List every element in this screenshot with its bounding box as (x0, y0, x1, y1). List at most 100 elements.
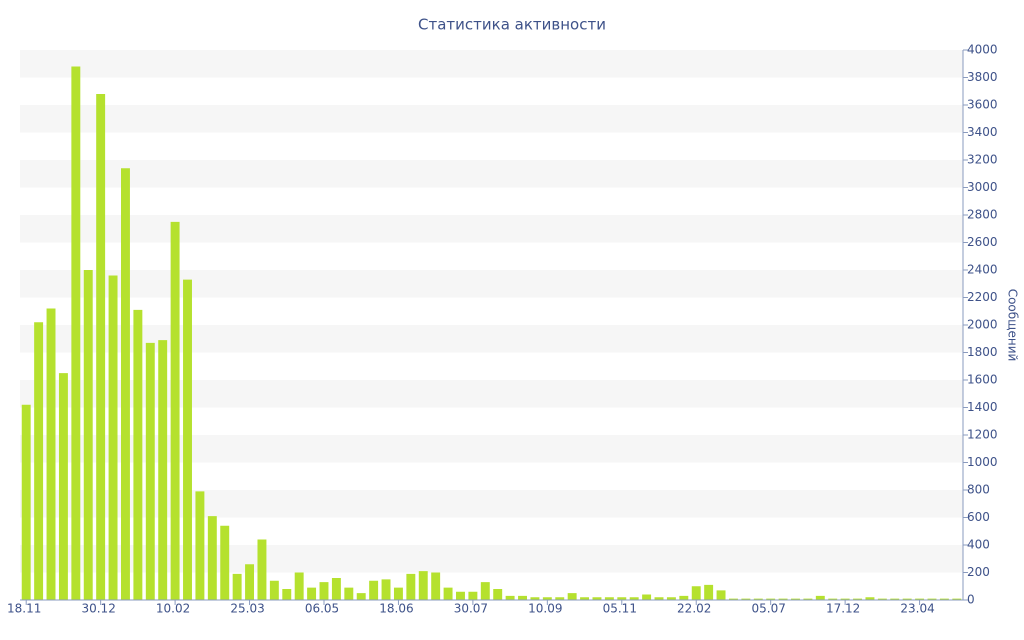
bar (728, 598, 738, 600)
y-tick-label: 200 (967, 565, 990, 579)
bar (927, 598, 937, 600)
bar (939, 598, 949, 600)
grid-band (20, 270, 963, 298)
y-tick-label: 3000 (967, 180, 998, 194)
y-tick-label: 2600 (967, 235, 998, 249)
bar (307, 587, 317, 600)
bar (183, 279, 192, 600)
bar (853, 598, 862, 600)
bar (629, 597, 639, 600)
bar (170, 221, 180, 600)
y-tick-label: 2200 (967, 290, 998, 304)
bar (133, 309, 143, 600)
x-tick-label: 05.11 (603, 602, 637, 616)
y-tick-label: 1200 (967, 428, 998, 442)
bar (505, 595, 515, 600)
bar (877, 598, 887, 600)
bar (915, 598, 925, 600)
x-tick-label: 17.12 (826, 602, 860, 616)
bar (443, 587, 453, 600)
bar (592, 597, 602, 600)
bar (96, 94, 106, 600)
x-tick-label: 18.06 (379, 602, 413, 616)
y-tick-label: 1000 (967, 455, 998, 469)
bar (418, 571, 428, 600)
y-tick-label: 1600 (967, 373, 998, 387)
bar (195, 491, 205, 600)
x-tick-label: 22.02 (677, 602, 711, 616)
y-tick-label: 600 (967, 510, 990, 524)
bar (666, 597, 676, 600)
bar (642, 594, 652, 600)
bar (381, 579, 391, 600)
bar (269, 580, 279, 600)
x-tick-label: 18.11 (7, 602, 41, 616)
y-tick-label: 2800 (967, 208, 998, 222)
bar (21, 404, 31, 600)
x-tick-label: 10.02 (156, 602, 190, 616)
bar (158, 340, 168, 600)
bar (145, 342, 155, 600)
y-tick-label: 3400 (967, 125, 998, 139)
bar (108, 275, 118, 600)
bar (220, 525, 230, 600)
bar (356, 593, 366, 600)
bar (294, 572, 304, 600)
grid-band (20, 50, 963, 78)
bar (890, 598, 900, 600)
x-tick-label: 30.07 (454, 602, 488, 616)
grid-band (20, 215, 963, 243)
bar (679, 595, 689, 600)
bar (654, 597, 664, 600)
bar (716, 590, 726, 600)
y-tick-label: 0 (967, 593, 975, 607)
x-tick-label: 10.09 (528, 602, 562, 616)
x-tick-label: 25.03 (230, 602, 264, 616)
bar (815, 595, 825, 600)
bar (580, 597, 590, 600)
bar (480, 582, 490, 600)
x-tick-label: 23.04 (900, 602, 934, 616)
bar (778, 598, 788, 600)
bar (753, 598, 763, 600)
bar (865, 597, 875, 600)
bar (282, 589, 292, 600)
y-tick-label: 400 (967, 538, 990, 552)
bar (704, 584, 714, 600)
bar (617, 597, 627, 600)
bar (83, 270, 93, 600)
bar (493, 589, 503, 600)
y-tick-label: 4000 (967, 43, 998, 57)
bar (518, 595, 527, 600)
y-tick-label: 3800 (967, 70, 998, 84)
bar (121, 168, 130, 600)
chart-title: Статистика активности (418, 16, 606, 34)
y-tick-label: 2400 (967, 263, 998, 277)
bar (331, 578, 341, 600)
bar (952, 598, 962, 600)
bar (741, 598, 751, 600)
bar (604, 597, 614, 600)
bar (34, 322, 44, 600)
bar (803, 598, 813, 600)
bar (766, 598, 776, 600)
grid-band (20, 160, 963, 188)
y-tick-label: 1800 (967, 345, 998, 359)
bar (207, 516, 217, 600)
bar (46, 308, 56, 600)
bar (468, 591, 478, 600)
bar (369, 580, 379, 600)
bar (393, 587, 403, 600)
bar (58, 373, 68, 600)
x-tick-label: 30.12 (81, 602, 115, 616)
y-tick-label: 3600 (967, 98, 998, 112)
bar (530, 597, 540, 600)
bar (840, 598, 850, 600)
bar (555, 597, 565, 600)
bar (542, 597, 552, 600)
bar (71, 66, 81, 600)
y-tick-label: 800 (967, 483, 990, 497)
bar (456, 591, 465, 600)
bar (319, 582, 329, 600)
